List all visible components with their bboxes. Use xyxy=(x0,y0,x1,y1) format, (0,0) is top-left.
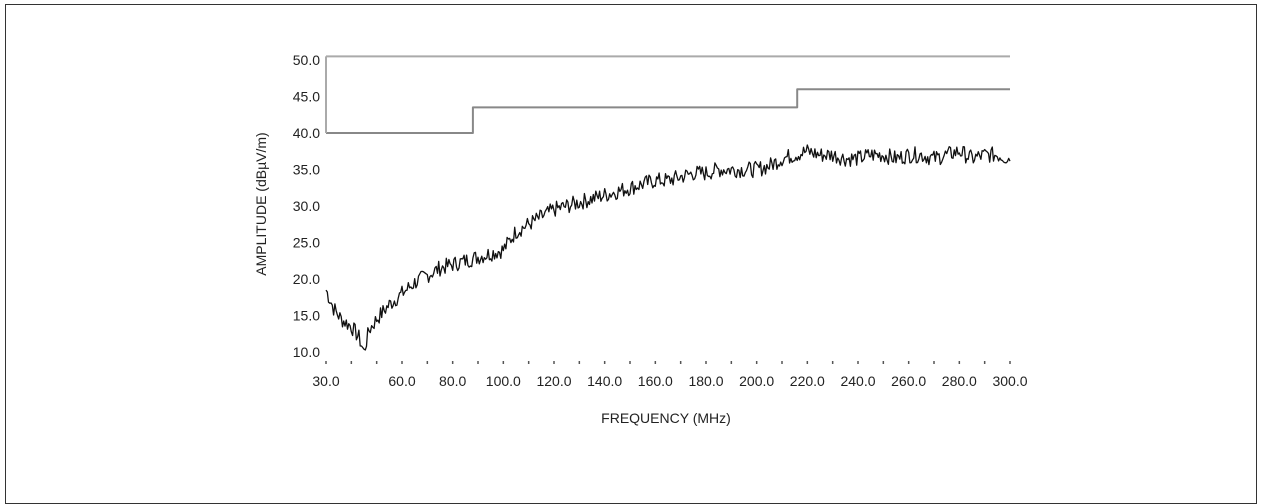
y-tick-label: 30.0 xyxy=(293,198,320,214)
y-tick-label: 35.0 xyxy=(293,162,320,178)
y-axis-label: AMPLITUDE (dBµV/m) xyxy=(253,132,269,275)
y-tick-label: 25.0 xyxy=(293,235,320,251)
emissions-chart: 30.0 60.0 80.0 100.0 120.0 140.0 160.0 180.0 200… xyxy=(253,52,1028,426)
x-tick-label: 280.0 xyxy=(942,373,977,389)
x-tick-label: 30.0 xyxy=(312,373,339,389)
y-tick-label: 10.0 xyxy=(293,344,320,360)
y-tick-label: 40.0 xyxy=(293,125,320,141)
x-tick-label: 180.0 xyxy=(688,373,723,389)
y-tick-label: 20.0 xyxy=(293,271,320,287)
x-tick-label: 220.0 xyxy=(790,373,825,389)
x-tick-label: 240.0 xyxy=(840,373,875,389)
emissions-trace xyxy=(325,144,1011,351)
x-tick-label: 160.0 xyxy=(638,373,673,389)
y-tick-label: 50.0 xyxy=(293,52,320,68)
x-tick-label: 120.0 xyxy=(536,373,571,389)
x-tick-label: 80.0 xyxy=(439,373,466,389)
y-tick-label: 15.0 xyxy=(293,308,320,324)
y-tick-label: 45.0 xyxy=(293,89,320,105)
limit-line-lower xyxy=(326,88,1010,134)
x-tick-label: 100.0 xyxy=(486,373,521,389)
x-tick-label: 300.0 xyxy=(992,373,1027,389)
x-tick-labels: 30.0 60.0 80.0 100.0 120.0 140.0 160.0 180.0 200… xyxy=(312,373,1027,389)
x-tick-label: 200.0 xyxy=(739,373,774,389)
x-tick-label: 260.0 xyxy=(891,373,926,389)
plot-series xyxy=(325,55,1011,351)
x-tick-label: 60.0 xyxy=(388,373,415,389)
y-tick-labels: 10.0 15.0 20.0 25.0 30.0 35.0 40.0 45.0 50.0 xyxy=(293,52,320,360)
x-axis-label: FREQUENCY (MHz) xyxy=(601,410,731,426)
x-tick-label: 140.0 xyxy=(587,373,622,389)
x-tick-marks xyxy=(325,361,1011,364)
